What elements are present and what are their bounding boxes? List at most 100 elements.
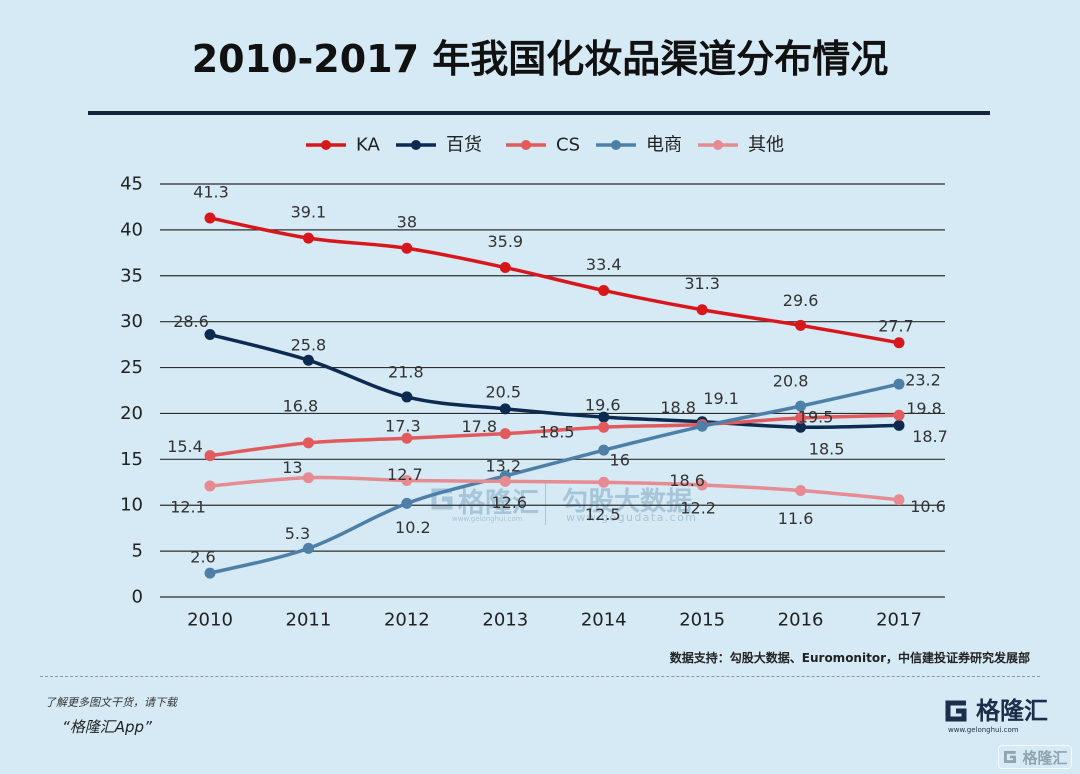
series-1-point	[204, 212, 216, 224]
series-3-point	[598, 421, 610, 433]
data-source-note: 数据支持：勾股大数据、Euromonitor，中信建投证券研究发展部	[669, 651, 1030, 665]
series-5-point	[302, 472, 314, 484]
series-1-point	[598, 284, 610, 296]
series-5-point	[401, 474, 413, 486]
series-5-data-label: 10.6	[910, 497, 946, 516]
watermark-brand-gelonghui: 格隆汇	[458, 488, 539, 519]
series-3-point	[302, 437, 314, 449]
series-3-line	[208, 413, 901, 458]
series-2-point	[499, 403, 511, 415]
series-1-point	[499, 262, 511, 274]
series-4-data-label: 23.2	[905, 371, 941, 390]
y-tick-label: 45	[120, 174, 143, 195]
series-5-data-label: 13	[282, 458, 302, 477]
y-tick-label: 35	[120, 265, 143, 286]
series-3-point	[499, 428, 511, 440]
x-tick-label: 2015	[679, 610, 725, 631]
watermark-url-gogu: www.gogudata.com	[566, 511, 698, 524]
series-1-data-label: 35.9	[487, 232, 523, 251]
y-tick-label: 30	[120, 311, 143, 332]
series-lines	[204, 212, 905, 579]
series-4-point	[302, 542, 314, 554]
chart-title: 2010-2017 年我国化妆品渠道分布情况	[191, 37, 889, 81]
axis-labels: 0 5 10 15 20 25 30 35 40 45 2010 2011 2012 2013 2014 20…	[120, 174, 922, 631]
series-5-data-label: 12.2	[680, 499, 716, 518]
series-4-data-label: 10.2	[395, 518, 431, 537]
series-3-data-label: 19.5	[798, 408, 834, 427]
series-2-data-label: 20.5	[485, 382, 521, 401]
series-1-point	[302, 232, 314, 244]
series-4-point	[401, 497, 413, 509]
series-4-data-label: 18.6	[669, 471, 705, 490]
legend-label: KA	[356, 135, 380, 156]
logo-url: www.gelonghui.com	[948, 726, 1019, 734]
series-2-data-label: 18.5	[809, 440, 845, 459]
series-2-point	[893, 419, 905, 431]
series-1-line	[208, 216, 901, 345]
series-1-point	[893, 337, 905, 349]
legend-swatch-marker	[521, 140, 531, 150]
watermark-brand-gogu: 勾股大数据	[562, 487, 693, 517]
series-1-data-label: 39.1	[291, 203, 327, 222]
series-3-data-label: 17.8	[461, 417, 497, 436]
series-2-data-label: 19.1	[703, 389, 739, 408]
series-1-data-label: 33.4	[586, 255, 622, 274]
series-2-point	[795, 421, 807, 433]
legend-swatch-marker	[611, 140, 621, 150]
series-2-point	[598, 411, 610, 423]
series-3-data-label: 15.4	[167, 437, 203, 456]
data-labels: 41.3 39.1 38 35.9 33.4 31.3 29.6 27.7 28.6 25.8 21…	[167, 182, 948, 566]
watermark-url-gelonghui: www.gelonghui.com	[452, 515, 523, 523]
gelonghui-logo-icon	[945, 700, 967, 722]
series-5-data-label: 11.6	[778, 509, 814, 528]
y-tick-label: 15	[120, 449, 143, 470]
series-3-point	[401, 432, 413, 444]
series-4-point	[795, 400, 807, 412]
series-1-point	[795, 319, 807, 331]
series-3-point	[795, 412, 807, 424]
gelonghui-logo-icon	[1004, 751, 1017, 763]
series-1-data-label: 31.3	[684, 274, 720, 293]
watermark-separator	[545, 481, 546, 525]
series-5-point	[696, 479, 708, 491]
legend-label: 百货	[446, 135, 482, 156]
series-5-data-label: 12.7	[387, 465, 423, 484]
promo-app-name: “格隆汇App”	[62, 718, 152, 736]
series-1-point	[401, 242, 413, 254]
series-2-data-label: 18.7	[912, 427, 948, 446]
series-4-data-label: 20.8	[773, 372, 809, 391]
y-tick-label: 40	[120, 219, 143, 240]
series-1-data-label: 41.3	[193, 182, 229, 201]
series-4-line	[208, 382, 901, 575]
series-5-data-label: 12.6	[491, 493, 527, 512]
series-1-data-label: 29.6	[783, 291, 819, 310]
series-2-point	[302, 354, 314, 366]
series-3-data-label: 18.5	[539, 423, 575, 442]
legend-swatch-marker	[713, 140, 723, 150]
series-3-data-label: 18.8	[660, 398, 696, 417]
y-tick-label: 10	[120, 495, 143, 516]
series-4-data-label: 13.2	[485, 456, 521, 475]
series-4-point	[893, 378, 905, 390]
legend-label: 电商	[646, 135, 682, 156]
x-tick-label: 2011	[286, 610, 332, 631]
series-5-point	[795, 485, 807, 497]
series-1-point	[696, 304, 708, 316]
series-3-data-label: 19.8	[906, 399, 942, 418]
gridlines	[160, 183, 945, 598]
x-tick-label: 2013	[482, 610, 528, 631]
x-tick-label: 2014	[581, 610, 627, 631]
footer-divider	[40, 676, 1040, 677]
series-5-point	[499, 475, 511, 487]
series-2-point	[204, 329, 216, 341]
series-4-point	[696, 420, 708, 432]
series-2-point	[401, 391, 413, 403]
y-tick-label: 0	[132, 587, 143, 608]
legend-swatch-marker	[411, 140, 421, 150]
y-tick-label: 20	[120, 403, 143, 424]
legend-swatch-marker	[321, 140, 331, 150]
series-1-data-label: 27.7	[878, 316, 914, 335]
corner-watermark: 格隆汇	[998, 745, 1072, 769]
gelonghui-logo-icon	[431, 488, 453, 510]
series-5-data-label: 12.1	[170, 497, 206, 516]
